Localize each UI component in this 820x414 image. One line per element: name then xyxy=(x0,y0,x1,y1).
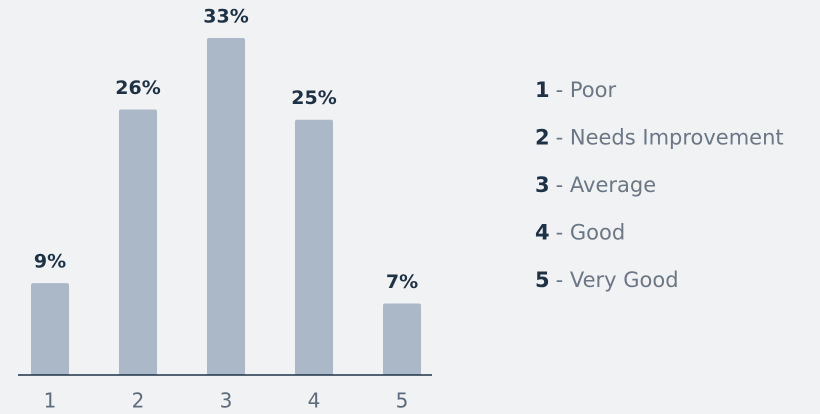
legend-label: - Poor xyxy=(556,78,617,102)
value-label: 25% xyxy=(291,87,336,109)
legend-key: 1 xyxy=(535,78,550,102)
x-tick-label: 3 xyxy=(220,389,233,413)
legend-label: - Very Good xyxy=(556,268,679,292)
value-label: 9% xyxy=(34,251,66,273)
value-label: 33% xyxy=(203,6,248,28)
legend-item: 3- Average xyxy=(535,173,656,197)
bar xyxy=(207,38,245,375)
x-tick-label: 4 xyxy=(308,389,321,413)
bar xyxy=(383,303,421,375)
legend-key: 3 xyxy=(535,173,550,197)
legend-item: 5- Very Good xyxy=(535,268,679,292)
legend-label: - Average xyxy=(556,173,657,197)
x-tick-label: 5 xyxy=(396,389,409,413)
bar xyxy=(31,283,69,375)
bar xyxy=(295,119,333,376)
legend-label: - Good xyxy=(556,221,626,245)
legend-key: 5 xyxy=(535,268,550,292)
legend-label: - Needs Improvement xyxy=(556,126,784,150)
x-tick-label: 1 xyxy=(44,389,57,413)
value-label: 7% xyxy=(386,271,418,293)
legend-item: 1- Poor xyxy=(535,78,616,102)
legend-item: 2- Needs Improvement xyxy=(535,126,784,150)
legend-key: 2 xyxy=(535,126,550,150)
legend-key: 4 xyxy=(535,221,550,245)
bar xyxy=(119,109,157,375)
value-label: 26% xyxy=(115,77,160,99)
x-tick-label: 2 xyxy=(132,389,145,413)
legend-item: 4- Good xyxy=(535,221,625,245)
